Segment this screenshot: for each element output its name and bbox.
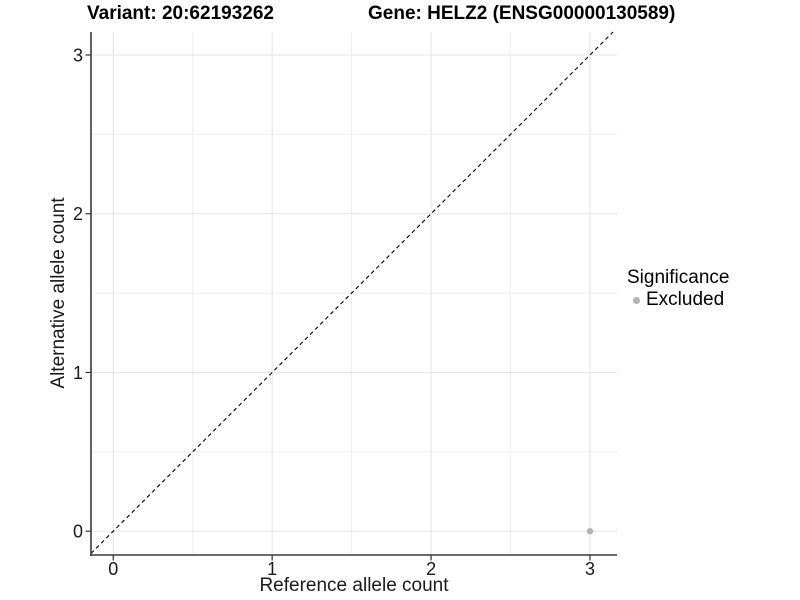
x-tick-label: 0 xyxy=(108,559,118,579)
plot-title-gene: Gene: HELZ2 (ENSG00000130589) xyxy=(368,3,676,24)
data-point xyxy=(586,527,594,535)
y-tick-label: 3 xyxy=(73,46,83,66)
x-tick-label: 2 xyxy=(426,559,436,579)
identity-reference-line xyxy=(90,31,614,554)
plot-title-variant: Variant: 20:62193262 xyxy=(87,3,274,24)
y-tick-label: 0 xyxy=(73,522,83,542)
y-axis-title: Alternative allele count xyxy=(48,197,69,389)
y-tick-label: 2 xyxy=(73,204,83,224)
x-axis-title: Reference allele count xyxy=(259,575,449,596)
x-tick-label: 1 xyxy=(267,559,277,579)
legend: Significance Excluded xyxy=(627,266,729,311)
legend-item-label: Excluded xyxy=(646,289,725,310)
legend-items: Excluded xyxy=(627,289,729,311)
legend-key-dot-icon xyxy=(633,296,640,304)
legend-item: Excluded xyxy=(633,289,729,311)
y-tick-label: 1 xyxy=(73,363,83,383)
x-tick-label: 3 xyxy=(585,559,595,579)
legend-title: Significance xyxy=(627,267,730,288)
